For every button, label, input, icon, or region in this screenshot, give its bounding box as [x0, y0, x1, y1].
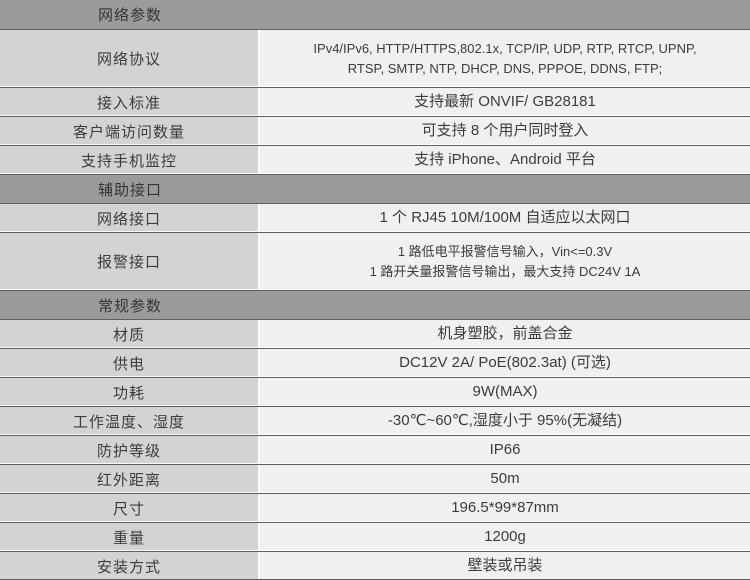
spec-label: 重量 [0, 523, 260, 551]
spec-value: 1 路低电平报警信号输入，Vin<=0.3V 1 路开关量报警信号输出，最大支持 … [260, 233, 750, 290]
spec-value: 1200g [260, 523, 750, 551]
spec-row: 供电 DC12V 2A/ PoE(802.3at) (可选) [0, 348, 750, 377]
spec-value: IP66 [260, 436, 750, 464]
section-header-row: 常规参数 [0, 290, 750, 319]
section-header-label: 网络参数 [97, 7, 162, 24]
spec-label: 接入标准 [0, 88, 260, 116]
spec-label: 防护等级 [0, 436, 260, 464]
spec-label: 网络接口 [0, 204, 260, 232]
spec-row: 功耗 9W(MAX) [0, 377, 750, 406]
spec-value: 1 个 RJ45 10M/100M 自适应以太网口 [260, 204, 750, 232]
spec-row: 报警接口 1 路低电平报警信号输入，Vin<=0.3V 1 路开关量报警信号输出，最… [0, 232, 750, 290]
spec-row: 客户端访问数量 可支持 8 个用户同时登入 [0, 116, 750, 145]
spec-value: 9W(MAX) [260, 378, 750, 406]
section-header-row: 网络参数 [0, 0, 750, 29]
section-header-row: 辅助接口 [0, 174, 750, 203]
spec-row: 安装方式 壁装或吊装 [0, 551, 750, 579]
spec-value: 196.5*99*87mm [260, 494, 750, 522]
spec-row: 红外距离 50m [0, 464, 750, 493]
spec-label: 供电 [0, 349, 260, 377]
spec-label: 报警接口 [0, 233, 260, 290]
spec-value: DC12V 2A/ PoE(802.3at) (可选) [260, 349, 750, 377]
spec-value: -30℃~60℃,湿度小于 95%(无凝结) [260, 407, 750, 435]
spec-row: 支持手机监控 支持 iPhone、Android 平台 [0, 145, 750, 174]
spec-label: 网络协议 [0, 30, 260, 87]
spec-value: 可支持 8 个用户同时登入 [260, 117, 750, 145]
spec-value-line: RTSP, SMTP, NTP, DHCP, DNS, PPPOE, DDNS,… [347, 60, 663, 76]
spec-value-line: 1 路低电平报警信号输入，Vin<=0.3V [397, 244, 613, 259]
spec-row: 工作温度、湿度 -30℃~60℃,湿度小于 95%(无凝结) [0, 406, 750, 435]
section-header-label: 辅助接口 [97, 181, 162, 199]
spec-row: 尺寸 196.5*99*87mm [0, 493, 750, 522]
spec-value: IPv4/IPv6, HTTP/HTTPS,802.1x, TCP/IP, UD… [260, 30, 750, 87]
spec-row: 接入标准 支持最新 ONVIF/ GB28181 [0, 87, 750, 116]
spec-label: 工作温度、湿度 [0, 407, 260, 435]
spec-value-line: IPv4/IPv6, HTTP/HTTPS,802.1x, TCP/IP, UD… [313, 41, 697, 56]
spec-row: 重量 1200g [0, 522, 750, 551]
spec-row: 材质 机身塑胶，前盖合金 [0, 319, 750, 348]
spec-value: 支持 iPhone、Android 平台 [260, 146, 750, 174]
spec-row: 防护等级 IP66 [0, 435, 750, 464]
spec-label: 客户端访问数量 [0, 117, 260, 145]
spec-value-line: 1 路开关量报警信号输出，最大支持 DC24V 1A [369, 263, 641, 279]
spec-label: 材质 [0, 320, 260, 348]
spec-label: 安装方式 [0, 552, 260, 579]
spec-value: 支持最新 ONVIF/ GB28181 [260, 88, 750, 116]
spec-row: 网络协议 IPv4/IPv6, HTTP/HTTPS,802.1x, TCP/IP… [0, 29, 750, 87]
spec-value: 50m [260, 465, 750, 493]
spec-label: 尺寸 [0, 494, 260, 522]
spec-row: 网络接口 1 个 RJ45 10M/100M 自适应以太网口 [0, 203, 750, 232]
spec-label: 红外距离 [0, 465, 260, 493]
spec-value: 壁装或吊装 [260, 552, 750, 579]
spec-value: 机身塑胶，前盖合金 [260, 320, 750, 348]
section-header-label: 常规参数 [97, 297, 162, 315]
spec-label: 功耗 [0, 378, 260, 406]
spec-label: 支持手机监控 [0, 146, 260, 174]
